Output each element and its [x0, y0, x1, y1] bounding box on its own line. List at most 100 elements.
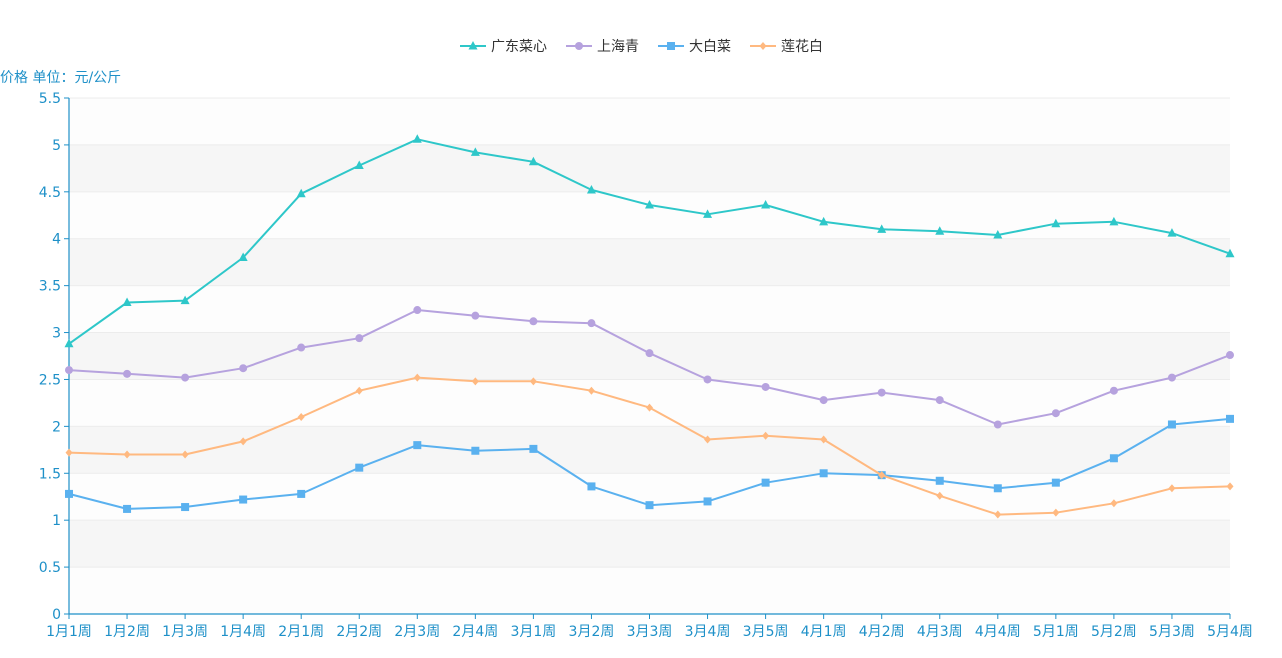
data-point[interactable]	[354, 160, 364, 170]
data-point[interactable]	[1168, 484, 1176, 493]
y-tick-label: 0	[52, 607, 61, 623]
data-point[interactable]	[1167, 373, 1176, 382]
grid-band	[69, 567, 1230, 614]
data-point[interactable]	[413, 373, 421, 382]
data-point[interactable]	[819, 216, 829, 226]
data-point[interactable]	[239, 364, 248, 373]
data-point[interactable]	[645, 199, 654, 209]
data-point[interactable]	[761, 199, 771, 209]
data-point[interactable]	[1109, 216, 1119, 226]
data-point[interactable]	[413, 441, 422, 450]
data-point[interactable]	[1110, 499, 1118, 508]
data-point[interactable]	[703, 209, 713, 218]
data-point[interactable]	[123, 450, 131, 459]
data-point[interactable]	[878, 471, 886, 480]
data-point[interactable]	[470, 147, 480, 156]
data-point[interactable]	[412, 134, 422, 143]
data-point[interactable]	[1052, 508, 1060, 517]
data-point[interactable]	[123, 504, 132, 513]
data-point[interactable]	[471, 311, 480, 320]
grid-band	[69, 285, 1230, 333]
data-point[interactable]	[180, 295, 190, 305]
data-point[interactable]	[877, 224, 887, 233]
data-point[interactable]	[528, 156, 538, 166]
data-point[interactable]	[820, 435, 828, 444]
data-point[interactable]	[1226, 351, 1234, 360]
data-point[interactable]	[877, 388, 886, 397]
data-point[interactable]	[587, 386, 595, 395]
legend-item[interactable]: 大白菜	[658, 39, 731, 55]
data-point[interactable]	[239, 495, 248, 504]
data-point[interactable]	[1051, 218, 1061, 228]
data-point[interactable]	[1051, 409, 1060, 418]
data-point[interactable]	[587, 319, 596, 328]
data-point[interactable]	[703, 497, 712, 506]
data-point[interactable]	[65, 448, 73, 457]
data-point[interactable]	[1226, 482, 1234, 491]
data-point[interactable]	[1109, 386, 1118, 395]
data-point[interactable]	[935, 396, 944, 405]
legend-item[interactable]: 广东菜心	[460, 39, 547, 55]
data-point[interactable]	[936, 491, 944, 500]
grid-band	[69, 520, 1230, 568]
data-point[interactable]	[181, 503, 190, 512]
data-point[interactable]	[993, 420, 1002, 429]
data-point[interactable]	[529, 317, 538, 326]
data-point[interactable]	[297, 343, 306, 352]
data-point[interactable]	[239, 437, 247, 446]
x-tick-label: 3月1周	[510, 624, 556, 640]
data-point[interactable]	[123, 369, 132, 378]
data-point[interactable]	[471, 377, 479, 386]
data-point[interactable]	[181, 373, 190, 382]
data-point[interactable]	[238, 252, 248, 261]
y-tick-label: 5	[52, 138, 61, 154]
x-tick-label: 4月3周	[917, 624, 963, 640]
data-point[interactable]	[761, 382, 770, 391]
data-point[interactable]	[586, 184, 596, 194]
x-tick-label: 3月2周	[569, 624, 615, 640]
legend-item[interactable]: 上海青	[566, 39, 639, 55]
data-point[interactable]	[1109, 454, 1118, 463]
x-tick-label: 4月2周	[859, 624, 905, 640]
legend-label: 上海青	[597, 39, 639, 55]
x-tick-label: 3月5周	[743, 624, 789, 640]
data-point[interactable]	[761, 478, 770, 487]
data-point[interactable]	[355, 334, 364, 343]
data-point[interactable]	[646, 403, 653, 412]
data-point[interactable]	[935, 476, 944, 485]
data-point[interactable]	[471, 446, 480, 455]
data-point[interactable]	[819, 396, 828, 405]
data-point[interactable]	[762, 431, 770, 440]
data-point[interactable]	[1225, 248, 1235, 258]
data-point[interactable]	[1167, 228, 1177, 237]
data-point[interactable]	[993, 484, 1002, 493]
data-point[interactable]	[935, 226, 945, 235]
legend-item[interactable]: 莲花白	[750, 39, 823, 55]
data-point[interactable]	[1051, 478, 1060, 487]
data-point[interactable]	[297, 412, 305, 421]
data-point[interactable]	[296, 188, 306, 198]
data-point[interactable]	[529, 377, 537, 386]
legend-marker-icon	[468, 41, 478, 50]
data-point[interactable]	[65, 489, 73, 498]
data-point[interactable]	[993, 229, 1003, 239]
data-point[interactable]	[529, 444, 538, 453]
data-point[interactable]	[1167, 420, 1176, 429]
data-point[interactable]	[703, 375, 712, 384]
data-point[interactable]	[587, 482, 596, 491]
data-point[interactable]	[819, 469, 828, 478]
data-point[interactable]	[355, 463, 364, 472]
data-point[interactable]	[355, 386, 363, 395]
data-point[interactable]	[645, 501, 654, 510]
data-point[interactable]	[704, 435, 712, 444]
data-point[interactable]	[1226, 414, 1234, 423]
data-point[interactable]	[181, 450, 189, 459]
legend[interactable]: 广东菜心 上海青 大白菜 莲花白	[460, 39, 823, 55]
data-point[interactable]	[645, 349, 654, 358]
data-point[interactable]	[65, 366, 73, 375]
data-point[interactable]	[64, 338, 74, 348]
data-point[interactable]	[994, 510, 1002, 519]
data-point[interactable]	[122, 297, 132, 307]
data-point[interactable]	[413, 306, 422, 315]
data-point[interactable]	[297, 489, 306, 498]
